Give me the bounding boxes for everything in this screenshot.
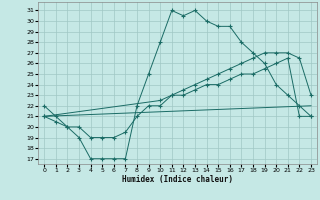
X-axis label: Humidex (Indice chaleur): Humidex (Indice chaleur): [122, 175, 233, 184]
